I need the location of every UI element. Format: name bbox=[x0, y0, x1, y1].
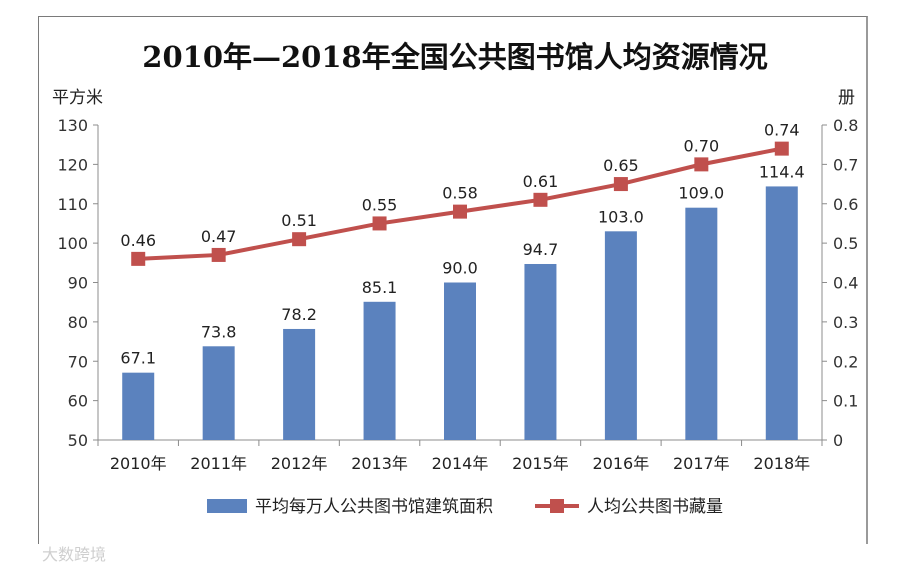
bar bbox=[283, 328, 316, 440]
x-category-label: 2016年 bbox=[593, 454, 650, 473]
legend-bar-label: 平均每万人公共图书馆建筑面积 bbox=[255, 497, 493, 517]
chart-frame bbox=[38, 16, 868, 544]
left-tick-label: 50 bbox=[68, 431, 88, 450]
bar bbox=[444, 282, 476, 440]
bar bbox=[363, 301, 396, 440]
x-category-label: 2017年 bbox=[673, 454, 730, 473]
right-tick-label: 0.5 bbox=[833, 234, 858, 253]
line-data-label: 0.58 bbox=[442, 184, 478, 203]
legend: 平均每万人公共图书馆建筑面积 人均公共图书藏量 bbox=[207, 497, 723, 517]
x-category-label: 2010年 bbox=[110, 454, 167, 473]
right-axis-unit: 册 bbox=[838, 88, 855, 108]
legend-line-marker bbox=[550, 499, 564, 513]
line-marker bbox=[131, 251, 146, 266]
bar bbox=[685, 207, 718, 440]
bar bbox=[524, 263, 557, 440]
bar-data-label: 85.1 bbox=[362, 278, 398, 297]
line-marker bbox=[292, 232, 307, 247]
x-category-label: 2011年 bbox=[190, 454, 247, 473]
line-marker bbox=[774, 141, 789, 156]
line-data-label: 0.61 bbox=[523, 172, 559, 191]
left-tick-label: 60 bbox=[68, 392, 88, 411]
bar-series bbox=[122, 186, 798, 440]
axes: 50 60 70 80 90 100 110 120 130 0 0.1 0.2 0.3 0.4 0.5 0.… bbox=[57, 116, 858, 473]
bar bbox=[604, 231, 637, 440]
line-data-label: 0.51 bbox=[281, 211, 317, 230]
right-tick-label: 0.8 bbox=[833, 116, 858, 135]
right-tick-label: 0.7 bbox=[833, 155, 858, 174]
legend-bar-swatch bbox=[207, 499, 247, 513]
right-tick-label: 0.4 bbox=[833, 274, 858, 293]
line-data-label: 0.55 bbox=[362, 195, 398, 214]
right-tick-label: 0 bbox=[833, 431, 843, 450]
left-tick-label: 70 bbox=[68, 352, 88, 371]
bar-data-label: 67.1 bbox=[120, 349, 156, 368]
line-series bbox=[131, 141, 789, 266]
right-tick-label: 0.1 bbox=[833, 392, 858, 411]
bar bbox=[202, 346, 235, 440]
line-marker bbox=[372, 216, 387, 231]
line-data-label: 0.47 bbox=[201, 227, 237, 246]
line-marker bbox=[533, 192, 548, 207]
left-tick-label: 90 bbox=[68, 274, 88, 293]
chart-title: 2010年—2018年全国公共图书馆人均资源情况 bbox=[142, 40, 767, 74]
x-category-label: 2012年 bbox=[271, 454, 328, 473]
line-data-label: 0.65 bbox=[603, 156, 639, 175]
right-tick-label: 0.6 bbox=[833, 195, 858, 214]
line-data-label: 0.74 bbox=[764, 121, 800, 140]
x-category-label: 2014年 bbox=[432, 454, 489, 473]
line-marker bbox=[453, 204, 467, 219]
left-tick-label: 110 bbox=[57, 195, 88, 214]
data-labels: 67.1 73.8 78.2 85.1 90.0 94.7 103.0 109.0 114.4 0… bbox=[120, 121, 804, 368]
line-marker bbox=[211, 247, 226, 262]
right-tick-label: 0.3 bbox=[833, 313, 858, 332]
bar-data-label: 90.0 bbox=[442, 259, 478, 278]
x-category-label: 2018年 bbox=[753, 454, 810, 473]
left-axis-unit: 平方米 bbox=[52, 88, 103, 108]
left-tick-label: 80 bbox=[68, 313, 88, 332]
right-tick-label: 0.2 bbox=[833, 352, 858, 371]
bar bbox=[765, 186, 798, 440]
bar-data-label: 94.7 bbox=[523, 240, 559, 259]
left-tick-label: 120 bbox=[57, 155, 88, 174]
line-marker bbox=[613, 177, 628, 192]
bar-data-label: 103.0 bbox=[598, 207, 644, 226]
left-tick-label: 130 bbox=[57, 116, 88, 135]
line-data-label: 0.46 bbox=[120, 231, 156, 250]
legend-line-label: 人均公共图书藏量 bbox=[587, 497, 723, 517]
bar-data-label: 78.2 bbox=[281, 305, 317, 324]
watermark: 大数跨境 bbox=[42, 545, 106, 564]
left-tick-label: 100 bbox=[57, 234, 88, 253]
x-category-label: 2015年 bbox=[512, 454, 569, 473]
bar bbox=[122, 372, 155, 440]
x-category-label: 2013年 bbox=[351, 454, 408, 473]
line-data-label: 0.70 bbox=[684, 136, 720, 155]
bar-data-label: 114.4 bbox=[759, 162, 805, 181]
line-marker bbox=[694, 157, 709, 172]
bar-data-label: 109.0 bbox=[678, 184, 724, 203]
bar-data-label: 73.8 bbox=[201, 322, 237, 341]
